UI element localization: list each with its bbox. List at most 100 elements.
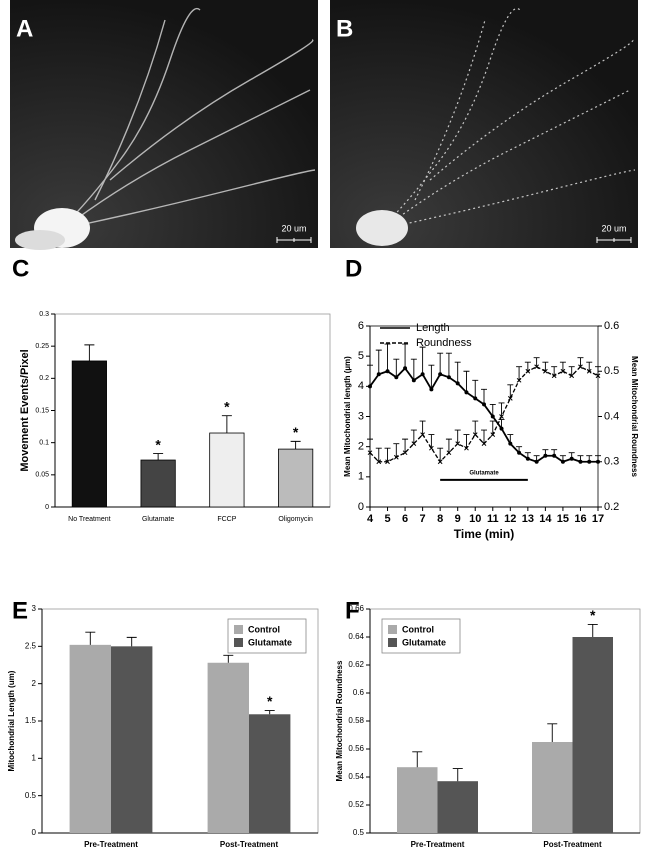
error-bar [412, 751, 423, 768]
error-bar [595, 366, 601, 376]
y-tick-label: 0.56 [348, 744, 364, 753]
error-bar [290, 440, 301, 450]
marker [411, 441, 417, 447]
error-bar [481, 429, 487, 444]
error-bar [393, 358, 400, 378]
bar [249, 714, 291, 833]
x-tick-label: 17 [592, 513, 604, 525]
panel-letter: E [12, 597, 28, 624]
error-bar [452, 768, 463, 782]
marker [517, 450, 522, 455]
error-bar [402, 438, 409, 453]
error-bar [547, 723, 558, 742]
legend-label: Glutamate [248, 637, 292, 647]
marker [516, 377, 522, 383]
image-b [330, 0, 638, 248]
legend-box [381, 618, 461, 654]
marker [490, 414, 495, 419]
y-tick-label: 0.64 [348, 632, 364, 641]
error-bar [384, 343, 391, 372]
x-tick-label: 10 [469, 513, 481, 525]
scale-bars [276, 237, 632, 243]
error-bar [126, 636, 137, 647]
error-bar [85, 631, 96, 645]
marker [420, 372, 425, 377]
error-bar [153, 453, 164, 461]
x-tick-label: Pre-Treatment [84, 840, 138, 849]
y-tick-label: 0.52 [348, 800, 364, 809]
treatment-label: Glutamate [469, 470, 499, 476]
marker [385, 459, 390, 465]
error-bar [568, 366, 575, 376]
legend-label: Control [248, 624, 280, 634]
y-tick-label: 1.5 [25, 716, 37, 725]
marker [534, 364, 539, 370]
x-tick-label: Post-Treatment [543, 840, 602, 849]
error-bar [489, 420, 496, 435]
y-tick-label: 0.54 [348, 772, 364, 781]
error-bar [393, 443, 400, 458]
bar [207, 662, 249, 833]
error-bar [375, 349, 382, 375]
x-tick-label: 11 [487, 513, 499, 525]
x-tick-label: 6 [402, 513, 408, 525]
error-bar [402, 343, 409, 369]
marker [543, 368, 548, 374]
error-bar [410, 429, 417, 444]
marker [403, 366, 408, 371]
bar [140, 459, 176, 508]
marker [367, 450, 373, 456]
error-bar [437, 447, 444, 462]
significance-mark: * [590, 607, 596, 623]
x-tick-label: Post-Treatment [220, 840, 279, 849]
panel-letter: F [345, 597, 360, 624]
error-bar [498, 402, 505, 417]
y2-tick-label: 0.2 [604, 501, 619, 513]
error-bar [524, 361, 531, 372]
marker [402, 450, 408, 456]
error-bar [428, 434, 435, 449]
legend-label: Length [416, 322, 450, 334]
x-tick-label: 5 [384, 513, 390, 525]
x-tick-label: 14 [539, 513, 552, 525]
y-axis-label: Mitochondrial Length (um) [7, 670, 16, 771]
marker [411, 378, 416, 383]
bar [71, 360, 107, 508]
y-tick-label: 3 [32, 604, 37, 613]
y-tick-label: 0.66 [348, 604, 364, 613]
marker [473, 396, 478, 401]
marker [455, 441, 461, 447]
marker [490, 432, 496, 437]
y-tick-label: 0.5 [25, 791, 37, 800]
bar [572, 637, 613, 833]
error-bar [454, 361, 461, 384]
bar [397, 767, 438, 833]
y-axis-label: Mean Mitochondrial Roundness [335, 660, 344, 781]
legend-swatch [234, 625, 243, 634]
series-line [369, 365, 599, 463]
bar [111, 646, 153, 833]
bar [69, 644, 111, 833]
error-bar [533, 357, 540, 367]
y-tick-label: 0.5 [353, 828, 365, 837]
marker [507, 396, 513, 401]
bar [437, 781, 478, 833]
y-tick-label: 4 [358, 380, 364, 392]
bar [278, 448, 314, 508]
error-bar [367, 364, 373, 387]
marker [446, 450, 452, 456]
marker [586, 368, 592, 374]
y-tick-label: 1 [32, 753, 37, 762]
y-tick-label: 0.25 [35, 343, 49, 350]
marker [376, 459, 382, 465]
y2-axis-label: Mean Mitochondrial Roundness [630, 356, 639, 477]
error-bar [559, 361, 566, 372]
y2-tick-label: 0.6 [604, 320, 619, 332]
scale-bar-label: 20 um [601, 223, 626, 233]
y2-tick-label: 0.5 [604, 365, 619, 377]
significance-mark: * [155, 436, 161, 452]
x-tick-label: 4 [367, 513, 374, 525]
marker [429, 387, 434, 392]
y-tick-label: 6 [358, 320, 364, 332]
